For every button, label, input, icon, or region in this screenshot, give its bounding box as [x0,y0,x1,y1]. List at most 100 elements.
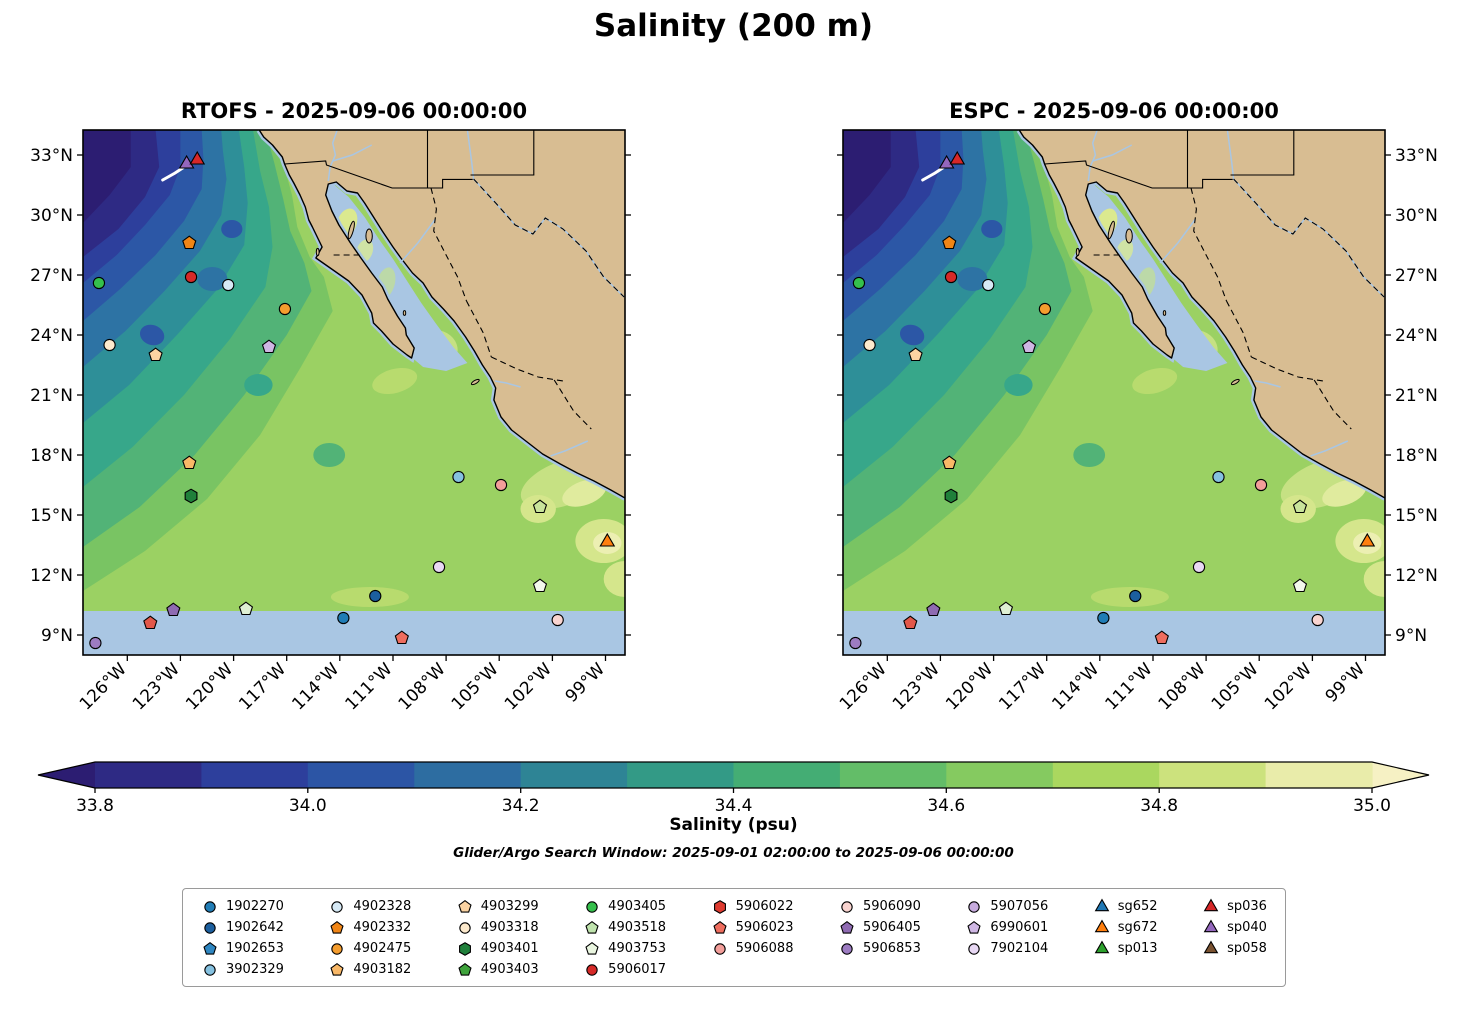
svg-text:15°N: 15°N [1395,506,1438,526]
triangle-marker-icon [1094,898,1110,911]
circle-marker-icon [204,963,216,976]
svg-text:126°W: 126°W [76,659,131,714]
triangle-marker-icon [1203,898,1219,911]
svg-text:114°W: 114°W [288,659,343,714]
pentagon-marker-icon [203,941,217,955]
svg-text:99°W: 99°W [562,659,609,706]
circle-marker-icon [968,900,981,913]
svg-text:33.8: 33.8 [76,796,114,816]
svg-text:27°N: 27°N [30,266,73,286]
legend-item-label: 4903299 [480,899,539,914]
legend-item-label: 5906853 [862,941,921,956]
legend-column: 5906090 5906405 5906853 [838,896,921,980]
legend-item-label: sp040 [1227,920,1267,935]
legend-item-sp040: sp040 [1202,917,1267,938]
axis-ticks [77,154,631,661]
legend-item-4903299: 4903299 [456,896,539,917]
pentagon-marker-icon [585,941,599,955]
svg-text:102°W: 102°W [1261,659,1316,714]
subplot-rtofs: RTOFS - 2025-09-06 00:00:00 33°N 30°N 27°N… [30,99,631,714]
legend-item-sp036: sp036 [1202,896,1267,917]
triangle-marker-icon [1094,919,1110,932]
salinity-field [843,130,1385,655]
legend-item-3902329: 3902329 [201,959,284,980]
legend-item-label: 4903403 [480,962,539,977]
platform-markers [89,150,616,650]
svg-text:30°N: 30°N [30,206,73,226]
pentagon-marker-icon [330,920,344,934]
svg-text:12°N: 12°N [1395,566,1438,586]
svg-text:99°W: 99°W [1322,659,1369,706]
svg-text:9°N: 9°N [1395,626,1427,646]
legend-box: 1902270 1902642 1902653 3902329 4902328 49023… [182,888,1286,987]
legend-item-label: 4903182 [353,962,412,977]
svg-text:33°N: 33°N [1395,146,1438,166]
legend-item-5906023: 5906023 [711,917,793,938]
pentagon-marker-icon [330,962,344,976]
land [258,130,625,499]
svg-text:108°W: 108°W [395,659,450,714]
circle-marker-icon [713,942,726,955]
legend-item-6990601: 6990601 [965,917,1048,938]
svg-text:27°N: 27°N [1395,266,1438,286]
circle-marker-icon [204,921,216,934]
legend-item-4903318: 4903318 [456,917,539,938]
triangle-marker-icon [1203,940,1219,953]
borders [1044,130,1385,430]
land [1018,130,1385,499]
colorbar-svg: 33.8 34.0 34.2 34.4 34.6 34.8 35.0 [37,761,1430,816]
legend-item-1902642: 1902642 [201,917,284,938]
legend-item-sg672: sg672 [1093,917,1158,938]
legend-item-4902475: 4902475 [328,938,411,959]
legend-item-label: 4902328 [353,899,412,914]
circle-marker-icon [331,900,344,913]
figure-title: Salinity (200 m) [593,8,874,44]
pentagon-marker-icon [458,899,472,913]
svg-text:12°N: 12°N [30,566,73,586]
svg-text:33°N: 33°N [30,146,73,166]
svg-text:34.0: 34.0 [289,796,327,816]
svg-text:102°W: 102°W [501,659,556,714]
pentagon-marker-icon [840,920,854,934]
legend-column: 4902328 4902332 4902475 4903182 [328,896,411,980]
legend-item-5906853: 5906853 [838,938,921,959]
legend-item-label: 4903405 [608,899,667,914]
circle-marker-icon [586,963,598,976]
circle-marker-icon [204,900,216,913]
legend-item-4903405: 4903405 [583,896,666,917]
svg-text:15°N: 15°N [30,506,73,526]
svg-text:105°W: 105°W [1208,659,1263,714]
legend-item-label: 3902329 [226,962,284,977]
legend-item-4903403: 4903403 [456,959,539,980]
svg-text:21°N: 21°N [30,386,73,406]
legend-item-label: sg672 [1117,920,1158,935]
legend-item-4902328: 4902328 [328,896,411,917]
legend-item-label: 4903401 [480,941,539,956]
legend-item-4903182: 4903182 [328,959,411,980]
svg-text:117°W: 117°W [995,659,1050,714]
circle-marker-icon [968,942,981,955]
circle-marker-icon [331,942,344,955]
svg-text:111°W: 111°W [1102,659,1157,714]
svg-text:34.8: 34.8 [1140,796,1178,816]
svg-text:111°W: 111°W [342,659,397,714]
legend-item-7902104: 7902104 [965,938,1048,959]
legend-item-label: 5906022 [735,899,794,914]
legend-item-label: 4903518 [608,920,667,935]
svg-text:21°N: 21°N [1395,386,1438,406]
svg-text:126°W: 126°W [836,659,891,714]
legend-item-5906088: 5906088 [711,938,793,959]
circle-marker-icon [586,900,598,913]
legend-item-label: 1902642 [226,920,284,935]
circle-marker-icon [841,942,853,955]
borders [284,130,625,430]
pentagon-marker-icon [712,920,727,934]
svg-text:120°W: 120°W [942,659,997,714]
pentagon-marker-icon [458,962,472,976]
hexagon-marker-icon [713,899,726,914]
legend-item-5906090: 5906090 [838,896,921,917]
search-window-note: Glider/Argo Search Window: 2025-09-01 02… [453,845,1014,861]
svg-text:34.2: 34.2 [502,796,540,816]
svg-text:34.4: 34.4 [715,796,753,816]
svg-text:105°W: 105°W [448,659,503,714]
